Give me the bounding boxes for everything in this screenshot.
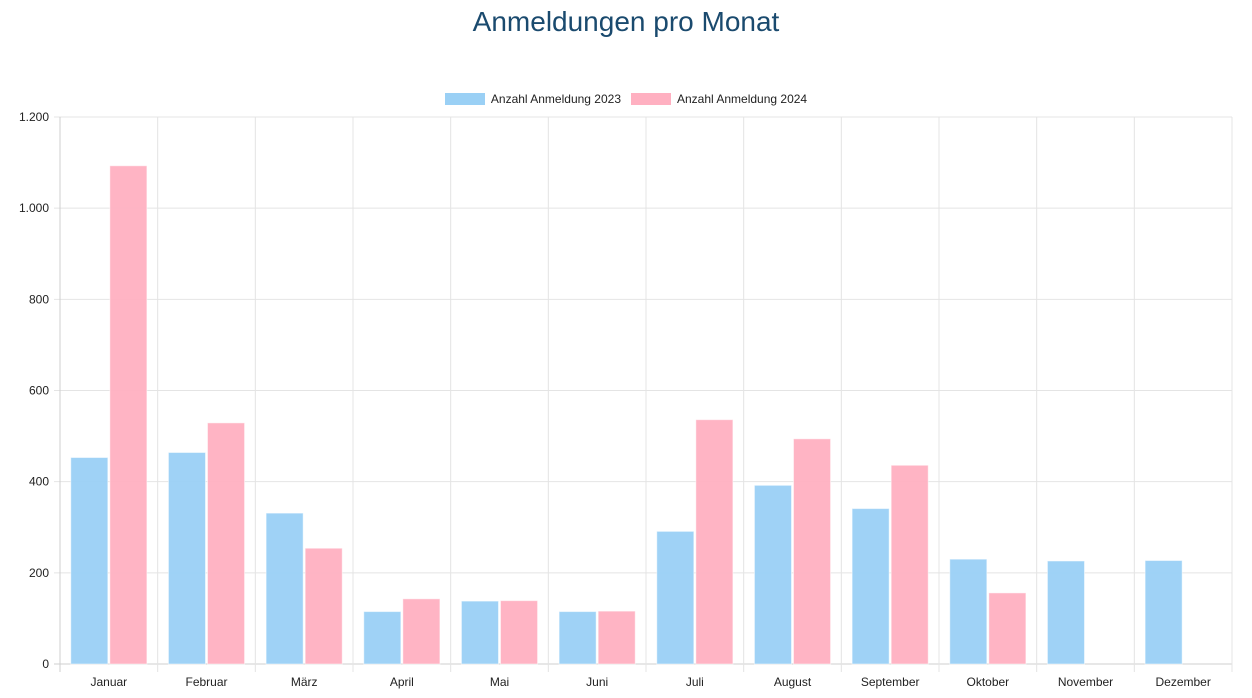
legend-swatch-2024 [631,93,671,105]
bar-anzahl-anmeldung-2023-februar[interactable] [167,451,206,665]
x-tick-label: August [774,675,812,689]
bar-anzahl-anmeldung-2023-september[interactable] [851,508,890,665]
bar-anzahl-anmeldung-2023-dezember[interactable] [1144,560,1183,665]
bar-anzahl-anmeldung-2024-juni[interactable] [597,610,636,665]
x-tick-label: Mai [490,675,509,689]
bar-anzahl-anmeldung-2023-november[interactable] [1046,560,1086,665]
y-tick-label: 0 [42,657,49,671]
x-tick-label: März [291,675,318,689]
bar-anzahl-anmeldung-2024-märz[interactable] [304,547,343,665]
y-tick-label: 600 [29,384,49,398]
legend: Anzahl Anmeldung 2023 Anzahl Anmeldung 2… [0,92,1252,106]
bar-anzahl-anmeldung-2024-januar[interactable] [109,165,148,665]
bar-anzahl-anmeldung-2023-august[interactable] [753,484,793,665]
bar-anzahl-anmeldung-2023-januar[interactable] [70,457,109,665]
legend-label-2024: Anzahl Anmeldung 2024 [677,92,808,106]
x-tick-label: April [390,675,414,689]
bar-anzahl-anmeldung-2023-märz[interactable] [265,512,304,665]
bar-anzahl-anmeldung-2024-april[interactable] [402,598,441,665]
chart-title: Anmeldungen pro Monat [472,6,780,37]
x-tick-label: September [861,675,920,689]
legend-label-2023: Anzahl Anmeldung 2023 [490,92,621,106]
x-tick-label: Oktober [966,675,1009,689]
bar-anzahl-anmeldung-2024-mai[interactable] [500,600,539,665]
bar-anzahl-anmeldung-2023-juni[interactable] [558,611,597,665]
y-tick-label: 400 [29,475,49,489]
y-tick-label: 800 [29,292,49,306]
bar-anzahl-anmeldung-2024-august[interactable] [793,438,832,665]
x-tick-label: November [1058,675,1113,689]
bar-anzahl-anmeldung-2024-oktober[interactable] [988,592,1027,665]
x-tick-label: Juni [586,675,608,689]
x-tick-label: Juli [686,675,704,689]
y-tick-label: 1.000 [19,201,49,215]
bar-anzahl-anmeldung-2024-februar[interactable] [207,422,246,665]
bar-anzahl-anmeldung-2023-oktober[interactable] [949,558,988,665]
x-tick-label: Januar [90,675,127,689]
bar-anzahl-anmeldung-2024-september[interactable] [890,464,929,665]
legend-item-2023[interactable]: Anzahl Anmeldung 2023 [444,92,621,106]
legend-item-2024[interactable]: Anzahl Anmeldung 2024 [631,92,807,106]
y-tick-label: 200 [29,566,49,580]
bar-anzahl-anmeldung-2023-mai[interactable] [460,600,499,665]
legend-swatch-2023 [444,93,485,105]
bar-anzahl-anmeldung-2024-juli[interactable] [695,419,734,665]
bar-anzahl-anmeldung-2023-juli[interactable] [656,530,695,665]
x-tick-label: Februar [185,675,227,689]
y-tick-label: 1.200 [19,110,49,124]
x-tick-label: Dezember [1155,675,1210,689]
bar-anzahl-anmeldung-2023-april[interactable] [363,611,402,665]
